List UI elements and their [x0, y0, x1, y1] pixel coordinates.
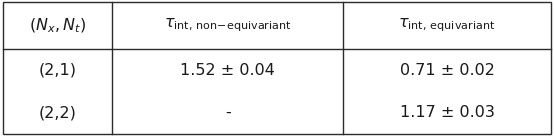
Text: 0.71 ± 0.02: 0.71 ± 0.02 [399, 63, 495, 78]
Text: (2,2): (2,2) [39, 105, 76, 120]
Text: $\tau_{\rm int,\, non{-}equivariant}$: $\tau_{\rm int,\, non{-}equivariant}$ [164, 17, 291, 34]
Text: $(N_x, N_t)$: $(N_x, N_t)$ [29, 16, 86, 35]
Text: -: - [225, 105, 230, 120]
Text: 1.17 ± 0.03: 1.17 ± 0.03 [399, 105, 495, 120]
Text: (2,1): (2,1) [39, 63, 76, 78]
Text: $\tau_{\rm int,\, equivariant}$: $\tau_{\rm int,\, equivariant}$ [398, 17, 496, 34]
Text: 1.52 ± 0.04: 1.52 ± 0.04 [180, 63, 275, 78]
